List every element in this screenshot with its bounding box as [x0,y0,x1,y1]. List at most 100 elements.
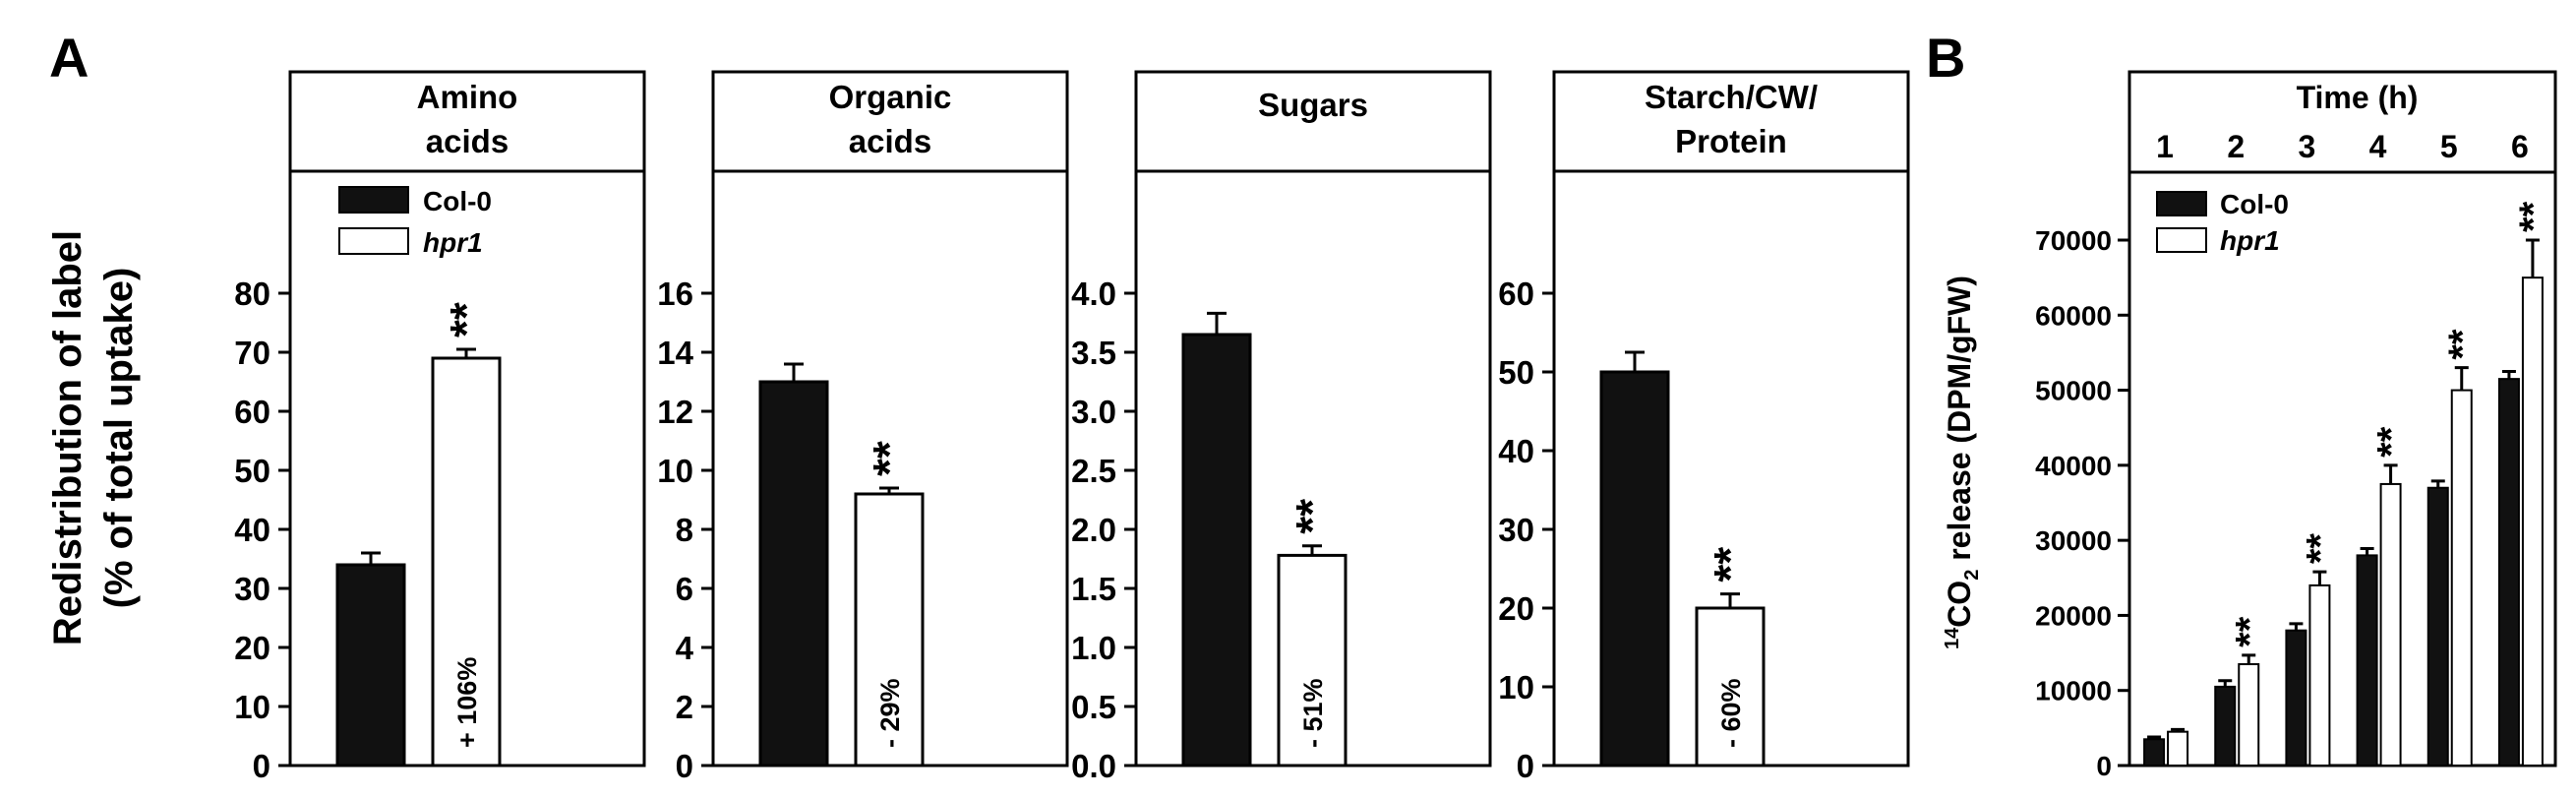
error-bar-col0 [2289,622,2304,631]
bar-col0 [1181,333,1252,767]
significance-stars: ** [2441,329,2485,360]
panel-b-header-box [2127,70,2557,174]
bar-hpr1 [2379,482,2402,767]
error-bar-col0 [2501,370,2516,380]
y-tick-label: 10 [1498,669,1534,706]
ylabel-subscript: 2 [1961,570,1983,581]
bar-col0 [2356,554,2378,767]
percent-change-label: - 60% [1716,678,1746,748]
panel-b-letter: B [1926,27,1965,89]
y-tick-label: 40 [234,512,270,548]
subplot-4: Starch/CW/Protein 0 10 20 30 40 50 60 ** - 60% [1498,70,1910,784]
y-tick-label: 10 [657,453,693,489]
y-tick-label: 40 [1498,433,1534,469]
timepoint-label: 1 [2156,129,2174,164]
y-tick-label: 14 [657,335,693,371]
subplot-title-box [711,70,1069,173]
y-tick-label: 8 [676,512,693,548]
bar-hpr1 [1277,553,1348,767]
error-bar-hpr1 [2383,463,2398,484]
legend-label-col0: Col-0 [2220,189,2289,219]
subplot-title: Sugars [1258,87,1368,123]
bar-col0 [335,563,406,767]
timepoint-label: 5 [2440,129,2458,164]
error-bar-hpr1 [1720,592,1740,608]
bar-hpr1 [2238,663,2260,767]
bar-hpr1 [2308,583,2331,767]
error-bar-col0 [1625,350,1645,372]
y-tick-label: 50 [234,453,270,489]
timepoint-label: 2 [2227,129,2245,164]
y-tick-label: 30000 [2035,525,2112,556]
error-bar-col0 [1207,311,1227,335]
significance-stars: ** [2370,426,2414,458]
significance-stars: ** [2228,616,2271,647]
subplot-title: Organic [829,79,952,115]
y-tick-label: 2 [676,689,693,725]
y-tick-label: 20000 [2035,600,2112,631]
y-tick-label: 50000 [2035,376,2112,406]
bar-hpr1 [2521,276,2544,767]
ylabel-line-2: (% of total uptake) [97,268,141,609]
y-tick-label: 12 [657,394,693,430]
ylabel-line-1: Redistribution of label [46,230,90,645]
y-tick-label: 20 [234,630,270,666]
timepoint-label: 6 [2511,129,2529,164]
y-tick-label: 0 [676,748,693,784]
panel-b: Time (h) 1 2 ** 3 ** 4 ** 5 ** 6 ** 0 10000 20000 30000… [1942,70,2557,781]
bar-hpr1 [2167,730,2189,767]
significance-stars: ** [1705,547,1756,583]
y-tick-label: 2.5 [1071,453,1116,489]
subplot-title-box [1552,70,1910,173]
y-tick-label: 60 [234,394,270,430]
y-tick-label: 6 [676,571,693,607]
error-bar-col0 [361,551,381,565]
error-bar-col0 [2147,735,2162,740]
legend-label-hpr1: hpr1 [2220,225,2280,256]
error-bar-col0 [784,362,804,382]
legend-label-col0: Col-0 [423,186,492,216]
y-tick-label: 0 [253,748,270,784]
error-bar-hpr1 [2525,238,2540,278]
error-bar-hpr1 [879,486,899,494]
y-tick-label: 16 [657,276,693,312]
legend-swatch-col0 [338,186,409,214]
y-tick-label: 3.0 [1071,394,1116,430]
y-tick-label: 0.0 [1071,748,1116,784]
y-tick-label: 0.5 [1071,689,1116,725]
y-tick-label: 0 [1517,748,1534,784]
ylabel-superscript: 14 [1942,627,1963,649]
error-bar-hpr1 [2312,570,2327,585]
error-bar-hpr1 [2171,727,2186,732]
y-tick-label: 1.0 [1071,630,1116,666]
percent-change-label: - 51% [1298,678,1328,748]
subplot-title: acids [426,123,509,159]
ylabel-main: CO [1942,581,1977,628]
y-tick-label: 70000 [2035,225,2112,256]
error-bar-col0 [2360,547,2374,556]
y-tick-label: 70 [234,335,270,371]
legend-swatch-hpr1 [2156,227,2207,253]
error-bar-hpr1 [456,347,476,358]
subplot-1: Amino acids 0 10 20 30 40 50 60 70 80 ** + 106% Col-0… [234,70,646,784]
y-tick-label: 3.5 [1071,335,1116,371]
subplot-title: Starch/CW/ [1645,79,1818,115]
y-tick-label: 40000 [2035,451,2112,481]
bar-hpr1 [1695,606,1766,767]
y-tick-label: 60000 [2035,300,2112,331]
panel-a-ylabel: Redistribution of label (% of total upta… [46,230,141,645]
significance-stars: ** [441,302,492,338]
y-tick-label: 20 [1498,590,1534,627]
y-tick-label: 10 [234,689,270,725]
subplot-title-box [1134,70,1492,173]
significance-stars: ** [2512,201,2555,232]
y-tick-label: 50 [1498,354,1534,391]
panel-a-letter: A [49,27,89,89]
error-bar-col0 [2218,679,2233,687]
subplot-title: Protein [1675,123,1787,159]
timepoint-label: 4 [2369,129,2387,164]
y-tick-label: 2.0 [1071,512,1116,548]
y-tick-label: 10000 [2035,676,2112,706]
error-bar-hpr1 [2454,366,2469,391]
